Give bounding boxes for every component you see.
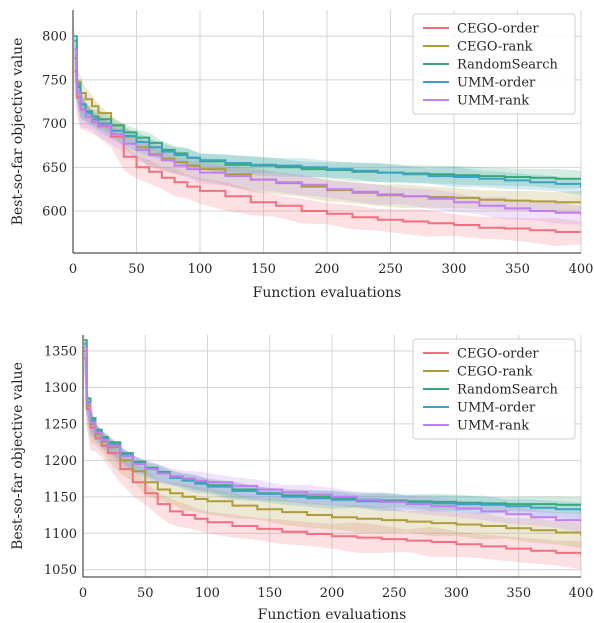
y-tick-label: 1050: [44, 563, 77, 578]
x-tick-label: 50: [128, 262, 145, 277]
y-tick-label: 1200: [44, 454, 77, 469]
band-umm-rank: [74, 35, 581, 225]
x-axis-label: Function evaluations: [258, 607, 407, 623]
legend-box: [412, 13, 576, 115]
line-randomsearch: [74, 39, 581, 180]
top-chart: 0 50 100 150 200 250 300 350 400 600 650 700 750 800 F…: [10, 10, 593, 301]
x-tick-label: 50: [137, 586, 154, 601]
y-tick-label: 1300: [44, 381, 77, 396]
legend: CEGO-order CEGO-rank RandomSearch UMM-order…: [412, 338, 576, 440]
legend-label: CEGO-rank: [457, 40, 533, 55]
x-tick-label: 100: [195, 586, 220, 601]
y-axis-label: Best-so-far objective value: [10, 38, 26, 226]
x-tick-label: 250: [378, 262, 403, 277]
bottom-chart: 0 50 100 150 200 250 300 350 400 1050 1100 1150 1200…: [10, 335, 594, 623]
x-tick-label: 400: [569, 262, 594, 277]
legend-label: RandomSearch: [457, 383, 559, 398]
y-tick-label: 1150: [44, 490, 77, 505]
y-tick-label: 750: [42, 73, 67, 88]
x-tick-label: 350: [506, 586, 531, 601]
y-tick-label: 1100: [44, 527, 77, 542]
x-tick-label: 100: [188, 262, 213, 277]
legend-label: CEGO-order: [457, 22, 539, 37]
band-cego-order: [84, 340, 581, 570]
x-tick-label: 300: [442, 262, 467, 277]
band-umm-order: [84, 335, 581, 521]
legend-label: RandomSearch: [457, 58, 559, 73]
legend-label: UMM-order: [457, 76, 536, 91]
x-tick-label: 0: [69, 262, 77, 277]
x-tick-label: 250: [382, 586, 407, 601]
x-tick-label: 0: [79, 586, 87, 601]
x-tick-label: 400: [569, 586, 594, 601]
y-tick-label: 1250: [44, 417, 77, 432]
legend-box: [412, 338, 576, 440]
legend-label: UMM-rank: [457, 419, 529, 434]
x-tick-label: 200: [315, 262, 340, 277]
legend-label: UMM-rank: [457, 94, 529, 109]
y-tick-label: 700: [42, 117, 67, 132]
plot-area: [84, 335, 581, 570]
y-axis-label: Best-so-far objective value: [10, 362, 26, 550]
y-tick-label: 1350: [44, 345, 77, 360]
x-tick-label: 150: [251, 262, 276, 277]
band-cego-order: [74, 55, 581, 247]
x-tick-label: 350: [505, 262, 530, 277]
line-umm-order: [74, 35, 581, 188]
x-tick-label: 300: [444, 586, 469, 601]
x-axis-label: Function evaluations: [253, 285, 402, 301]
x-tick-label: 200: [320, 586, 345, 601]
plot-area: [74, 23, 581, 247]
line-umm-rank: [84, 346, 581, 523]
legend: CEGO-order CEGO-rank RandomSearch UMM-order…: [412, 13, 576, 115]
band-cego-rank: [84, 335, 581, 549]
y-tick-label: 800: [42, 30, 67, 45]
band-randomsearch: [74, 24, 581, 189]
y-tick-label: 600: [42, 205, 67, 220]
x-tick-label: 150: [257, 586, 282, 601]
y-tick-label: 650: [42, 161, 67, 176]
line-umm-rank: [74, 48, 581, 216]
legend-label: CEGO-order: [457, 347, 539, 362]
legend-label: CEGO-rank: [457, 365, 533, 380]
legend-label: UMM-order: [457, 401, 536, 416]
